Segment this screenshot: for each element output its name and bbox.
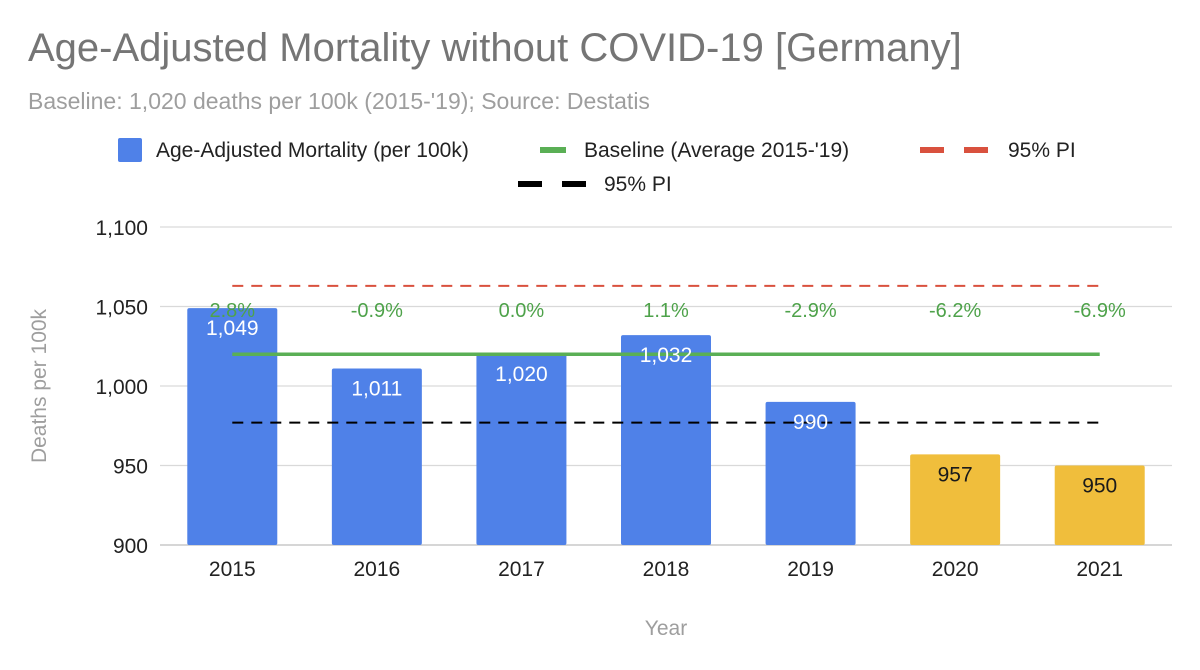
x-axis-label: Year [645,617,687,640]
y-axis-label: Deaths per 100k [28,308,51,463]
legend-label-bars: Age-Adjusted Mortality (per 100k) [156,139,469,162]
x-tick-label: 2016 [353,558,400,581]
x-tick-label: 2017 [498,558,545,581]
pct-deviation-label: -6.9% [1074,300,1126,322]
y-tick-label: 1,050 [95,297,148,320]
bar [910,454,1001,545]
y-tick-label: 900 [113,535,148,558]
chart-title: Age-Adjusted Mortality without COVID-19 … [28,26,962,70]
bar-value-label: 1,011 [351,378,402,401]
pct-deviation-label: 2.8% [209,300,255,322]
pct-deviation-label: 0.0% [499,300,545,322]
pct-deviation-label: -0.9% [351,300,403,322]
bars [187,308,1145,545]
bar-value-label: 1,032 [640,344,693,367]
data-labels: 2.8% -0.9% 0.0% 1.1% -2.9% -6.2% -6.9% 1,049 1,0… [206,300,1126,498]
bar [621,335,711,545]
legend-label-pi-upper: 95% PI [1008,139,1076,162]
x-tick-label: 2018 [643,558,690,581]
legend-label-baseline: Baseline (Average 2015-'19) [584,139,849,162]
bar [187,308,278,545]
x-tick-label: 2020 [932,558,979,581]
x-tick-label: 2015 [209,558,256,581]
y-tick-label: 950 [113,456,148,479]
pct-deviation-label: 1.1% [643,300,689,322]
bar [1054,465,1145,545]
pct-deviation-label: -2.9% [784,300,836,322]
pct-deviation-label: -6.2% [929,300,981,322]
x-axis: 2015 2016 2017 2018 2019 2020 2021 Year [209,558,1123,640]
reference-lines [232,284,1100,424]
bar-value-label: 1,049 [206,317,259,340]
bar-value-label: 957 [938,463,973,486]
bar [331,368,422,545]
legend-label-pi-lower: 95% PI [604,173,672,196]
x-tick-label: 2019 [787,558,834,581]
y-tick-label: 1,100 [95,217,148,240]
bar-value-label: 950 [1082,475,1117,498]
y-axis: 900 950 1,000 1,050 1,100 Deaths per 100k [28,217,148,558]
bar-value-label: 990 [793,411,828,434]
bar-value-label: 1,020 [495,363,548,386]
bar [476,354,567,545]
legend: Age-Adjusted Mortality (per 100k) Baselin… [118,138,1076,196]
y-tick-label: 1,000 [95,376,148,399]
legend-swatch-bars [118,138,142,162]
chart-subtitle: Baseline: 1,020 deaths per 100k (2015-'1… [28,88,650,114]
x-tick-label: 2021 [1076,558,1123,581]
bar [765,401,856,545]
